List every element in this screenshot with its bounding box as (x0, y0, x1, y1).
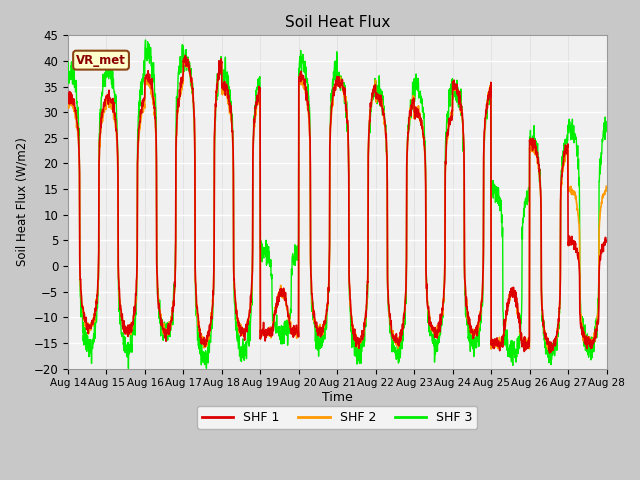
SHF 2 (537, 211, 545, 217)
SHF 1 (468, 328, 476, 334)
Title: Soil Heat Flux: Soil Heat Flux (285, 15, 390, 30)
SHF 3 (64, 59, 72, 65)
Text: VR_met: VR_met (76, 54, 126, 67)
Line: SHF 1: SHF 1 (68, 56, 606, 353)
SHF 1 (367, 104, 374, 110)
SHF 1 (64, 90, 72, 96)
SHF 1 (602, 239, 610, 245)
Line: SHF 2: SHF 2 (68, 56, 606, 352)
SHF 3 (468, 336, 476, 342)
X-axis label: Time: Time (322, 391, 353, 404)
SHF 3 (602, 128, 610, 133)
SHF 1 (602, 238, 610, 243)
SHF 3 (367, 104, 375, 110)
Legend: SHF 1, SHF 2, SHF 3: SHF 1, SHF 2, SHF 3 (197, 406, 477, 429)
SHF 1 (182, 53, 189, 59)
SHF 3 (553, 348, 561, 353)
SHF 3 (125, 366, 132, 372)
SHF 2 (367, 106, 374, 111)
Y-axis label: Soil Heat Flux (W/m2): Soil Heat Flux (W/m2) (15, 137, 28, 266)
SHF 2 (64, 102, 72, 108)
SHF 3 (538, 281, 545, 287)
SHF 3 (310, 313, 318, 319)
SHF 2 (553, 331, 561, 336)
SHF 2 (310, 312, 317, 318)
SHF 2 (468, 329, 476, 335)
SHF 2 (181, 53, 189, 59)
SHF 1 (546, 350, 554, 356)
SHF 1 (310, 308, 317, 314)
SHF 1 (553, 331, 561, 336)
SHF 3 (141, 37, 149, 43)
SHF 2 (602, 183, 610, 189)
SHF 2 (602, 187, 610, 192)
Line: SHF 3: SHF 3 (68, 40, 606, 369)
SHF 2 (547, 349, 554, 355)
SHF 3 (602, 119, 610, 124)
SHF 1 (537, 213, 545, 218)
